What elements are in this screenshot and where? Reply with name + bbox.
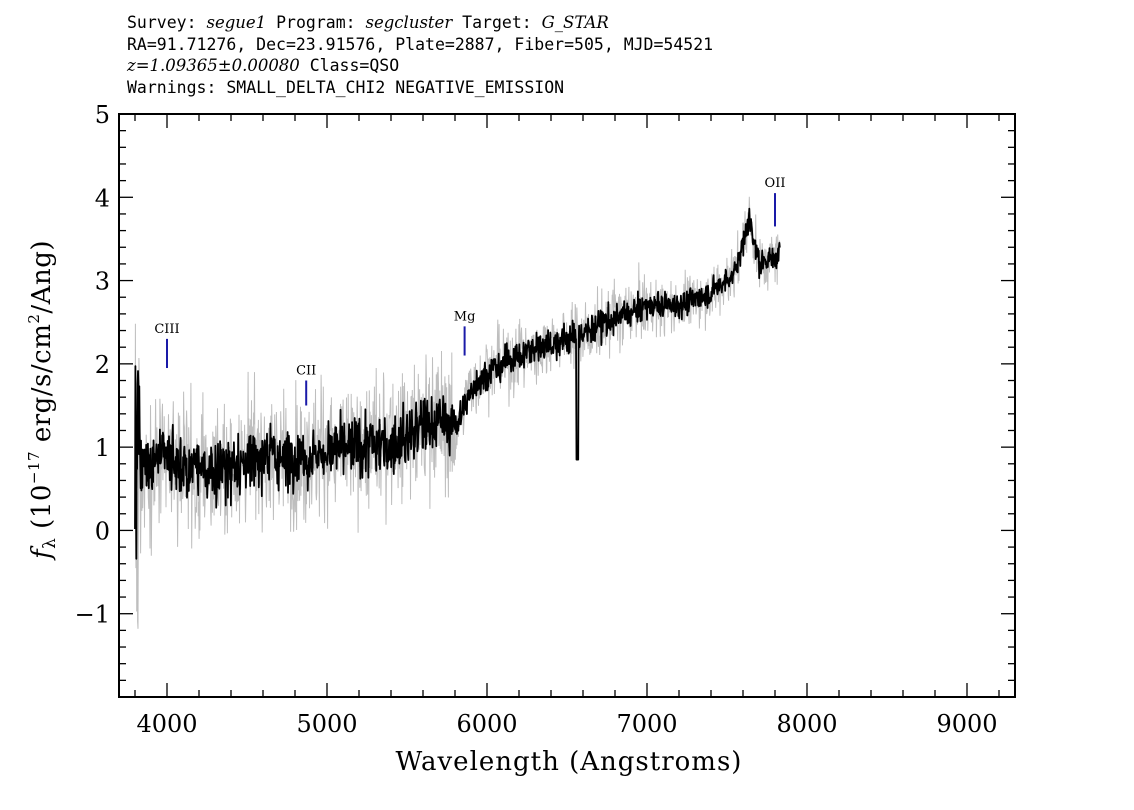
y-title-sq: 2 xyxy=(25,314,43,324)
x-axis-title: Wavelength (Angstroms) xyxy=(396,747,743,777)
x-tick-label: 7000 xyxy=(616,710,677,738)
y-title-close: /Ang) xyxy=(27,240,57,314)
x-tick-label: 6000 xyxy=(456,710,517,738)
survey-label: Survey: xyxy=(127,13,207,32)
header-line-coordinates: RA=91.71276, Dec=23.91576, Plate=2887, F… xyxy=(127,34,714,54)
target-label: Target: xyxy=(452,13,542,32)
survey-value: segue1 xyxy=(206,13,267,32)
error-band xyxy=(134,196,781,629)
y-tick-label: 1 xyxy=(95,434,110,462)
emission-line-label: CIII xyxy=(154,322,179,337)
axis-ticks xyxy=(119,113,1015,698)
x-tick-label: 4000 xyxy=(136,710,197,738)
y-tick-label: 0 xyxy=(95,517,110,545)
flux-series-line xyxy=(134,207,781,560)
emission-line-label: Mg xyxy=(454,309,476,324)
y-title-sub: λ xyxy=(40,538,60,549)
y-title-mid: erg/s/cm xyxy=(27,324,57,451)
header-line-warnings: Warnings: SMALL_DELTA_CHI2 NEGATIVE_EMIS… xyxy=(127,77,565,97)
y-tick-labels: −1 0 1 2 3 4 5 xyxy=(75,101,110,629)
y-tick-label: −1 xyxy=(75,601,110,629)
x-tick-label: 5000 xyxy=(296,710,357,738)
y-title-exp: −17 xyxy=(25,451,43,484)
x-tick-label: 9000 xyxy=(936,710,997,738)
emission-line-label: OII xyxy=(765,176,786,191)
header-line-redshift: z=1.09365±0.00080 Class=QSO xyxy=(127,55,713,77)
error-series-line xyxy=(134,196,781,629)
target-value: G_STAR xyxy=(541,13,609,32)
y-tick-label: 3 xyxy=(95,268,110,296)
x-tick-labels: 4000 5000 6000 7000 8000 9000 xyxy=(136,710,997,738)
program-label: Program: xyxy=(266,13,366,32)
redshift-value: z=1.09365±0.00080 xyxy=(127,56,300,75)
spectrum-header: Survey: segue1 Program: segcluster Targe… xyxy=(127,12,713,98)
program-value: segcluster xyxy=(365,13,453,32)
plot-frame xyxy=(118,113,1016,698)
y-tick-label: 5 xyxy=(95,101,110,129)
emission-line-markers: CIII CII Mg OII xyxy=(154,176,786,406)
class-value: Class=QSO xyxy=(299,56,400,75)
flux-series xyxy=(134,207,781,560)
header-line-survey: Survey: segue1 Program: segcluster Targe… xyxy=(127,12,713,34)
y-tick-label: 4 xyxy=(95,184,110,212)
y-title-open: (10 xyxy=(27,484,57,538)
y-axis-title: fλ (10−17 erg/s/cm2/Ang) xyxy=(25,240,60,561)
y-title-f: f xyxy=(27,545,57,561)
y-tick-label: 2 xyxy=(95,351,110,379)
x-tick-label: 8000 xyxy=(776,710,837,738)
emission-line-label: CII xyxy=(296,364,316,379)
